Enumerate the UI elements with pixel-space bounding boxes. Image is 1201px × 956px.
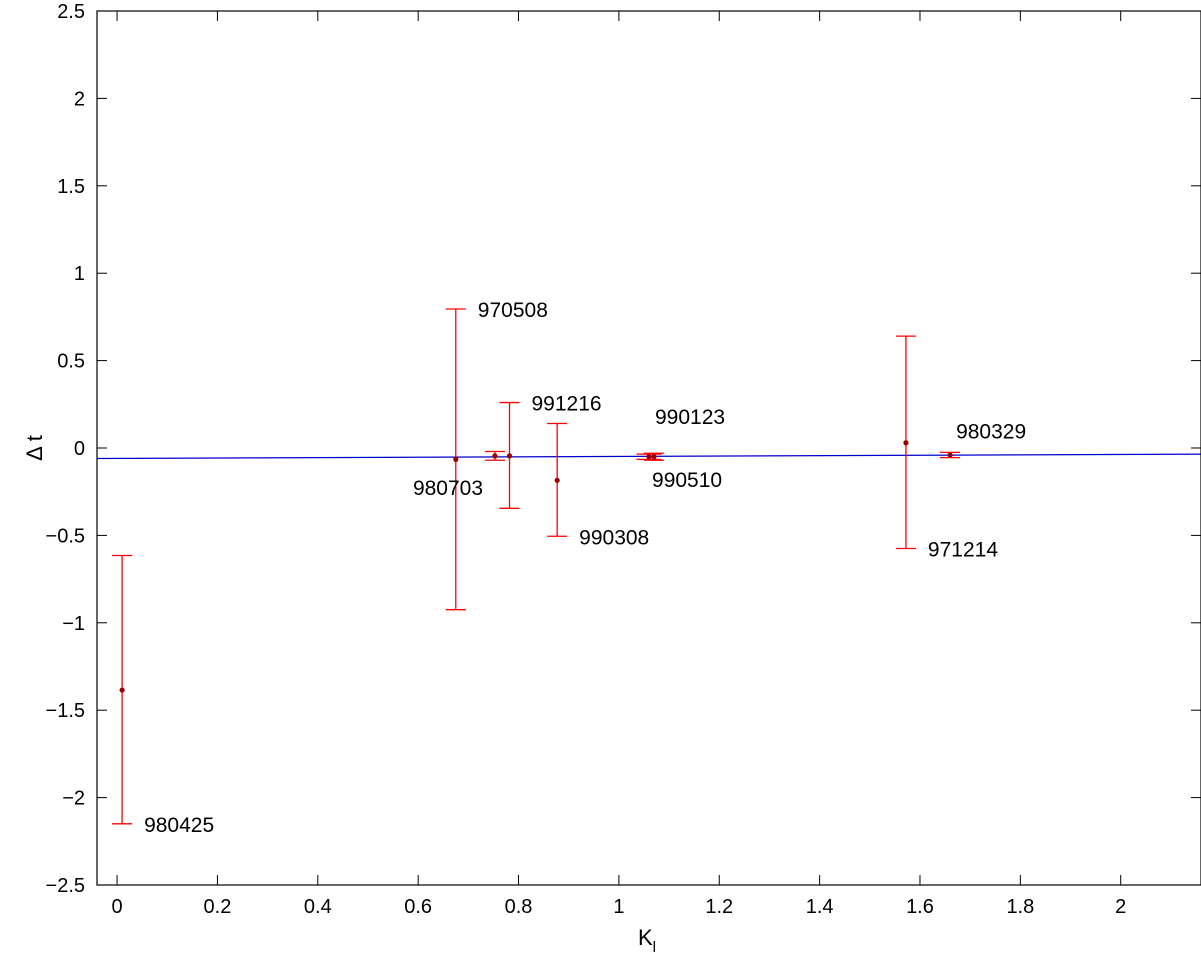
y-tick-label: −1.5	[46, 700, 85, 722]
y-tick-label: 2.5	[57, 1, 85, 23]
data-point-991216	[506, 453, 513, 459]
point-label-990308: 990308	[579, 526, 649, 549]
x-tick-label: 0	[112, 896, 123, 918]
point-label-990123: 990123	[655, 406, 725, 429]
data-point-980329	[947, 452, 953, 458]
point-label-layer: 980425 970508 980703 991216 990308 990123 9905…	[144, 299, 1026, 837]
y-tick-label: 0	[74, 438, 85, 460]
data-point-990123	[646, 454, 652, 460]
point-label-971214: 971214	[928, 539, 998, 562]
x-tick-label: 1.2	[705, 896, 733, 918]
x-axis-title-subscript: l	[653, 939, 656, 956]
point-label-980425: 980425	[144, 814, 214, 837]
x-tick-label: 1	[613, 896, 624, 918]
y-tick-label: −1	[62, 613, 85, 635]
data-point-980703	[492, 453, 498, 459]
plot-background	[97, 11, 1201, 885]
y-tick-label: −2.5	[46, 875, 85, 897]
x-tick-label: 1.8	[1006, 896, 1034, 918]
point-label-991216: 991216	[531, 393, 601, 416]
data-point-971214	[903, 440, 909, 446]
x-axis-title-main: K	[638, 925, 653, 950]
x-tick-label: 0.6	[404, 896, 432, 918]
point-label-980703: 980703	[413, 477, 483, 500]
data-point-970508	[453, 456, 459, 462]
y-tick-label: 1	[74, 263, 85, 285]
x-tick-label: 2	[1115, 896, 1126, 918]
data-point-990510	[651, 454, 657, 460]
data-point-990308	[554, 477, 560, 483]
y-tick-label: 0.5	[57, 351, 85, 373]
point-label-980329: 980329	[956, 420, 1026, 443]
x-tick-label: 0.2	[204, 896, 232, 918]
y-tick-label: 2	[74, 88, 85, 110]
y-tick-label: −0.5	[46, 525, 85, 547]
point-label-970508: 970508	[478, 299, 548, 322]
x-tick-label: 0.8	[505, 896, 533, 918]
y-tick-label: −2	[62, 788, 85, 810]
y-axis-title: Δ t	[22, 435, 47, 461]
axes-layer: 0 0.2 0.4 0.6 0.8 1 1.2 1.4 1.6 1.8 2 −2.5 −2 −1.5 −1 −…	[46, 1, 1201, 918]
x-tick-label: 1.6	[906, 896, 934, 918]
x-tick-label: 0.4	[304, 896, 332, 918]
point-label-990510: 990510	[652, 469, 722, 492]
errorbar-layer	[112, 308, 961, 825]
x-tick-label: 1.4	[806, 896, 834, 918]
x-axis-title: Kl	[638, 925, 656, 956]
data-point-980425	[119, 687, 125, 693]
y-tick-label: 1.5	[57, 176, 85, 198]
